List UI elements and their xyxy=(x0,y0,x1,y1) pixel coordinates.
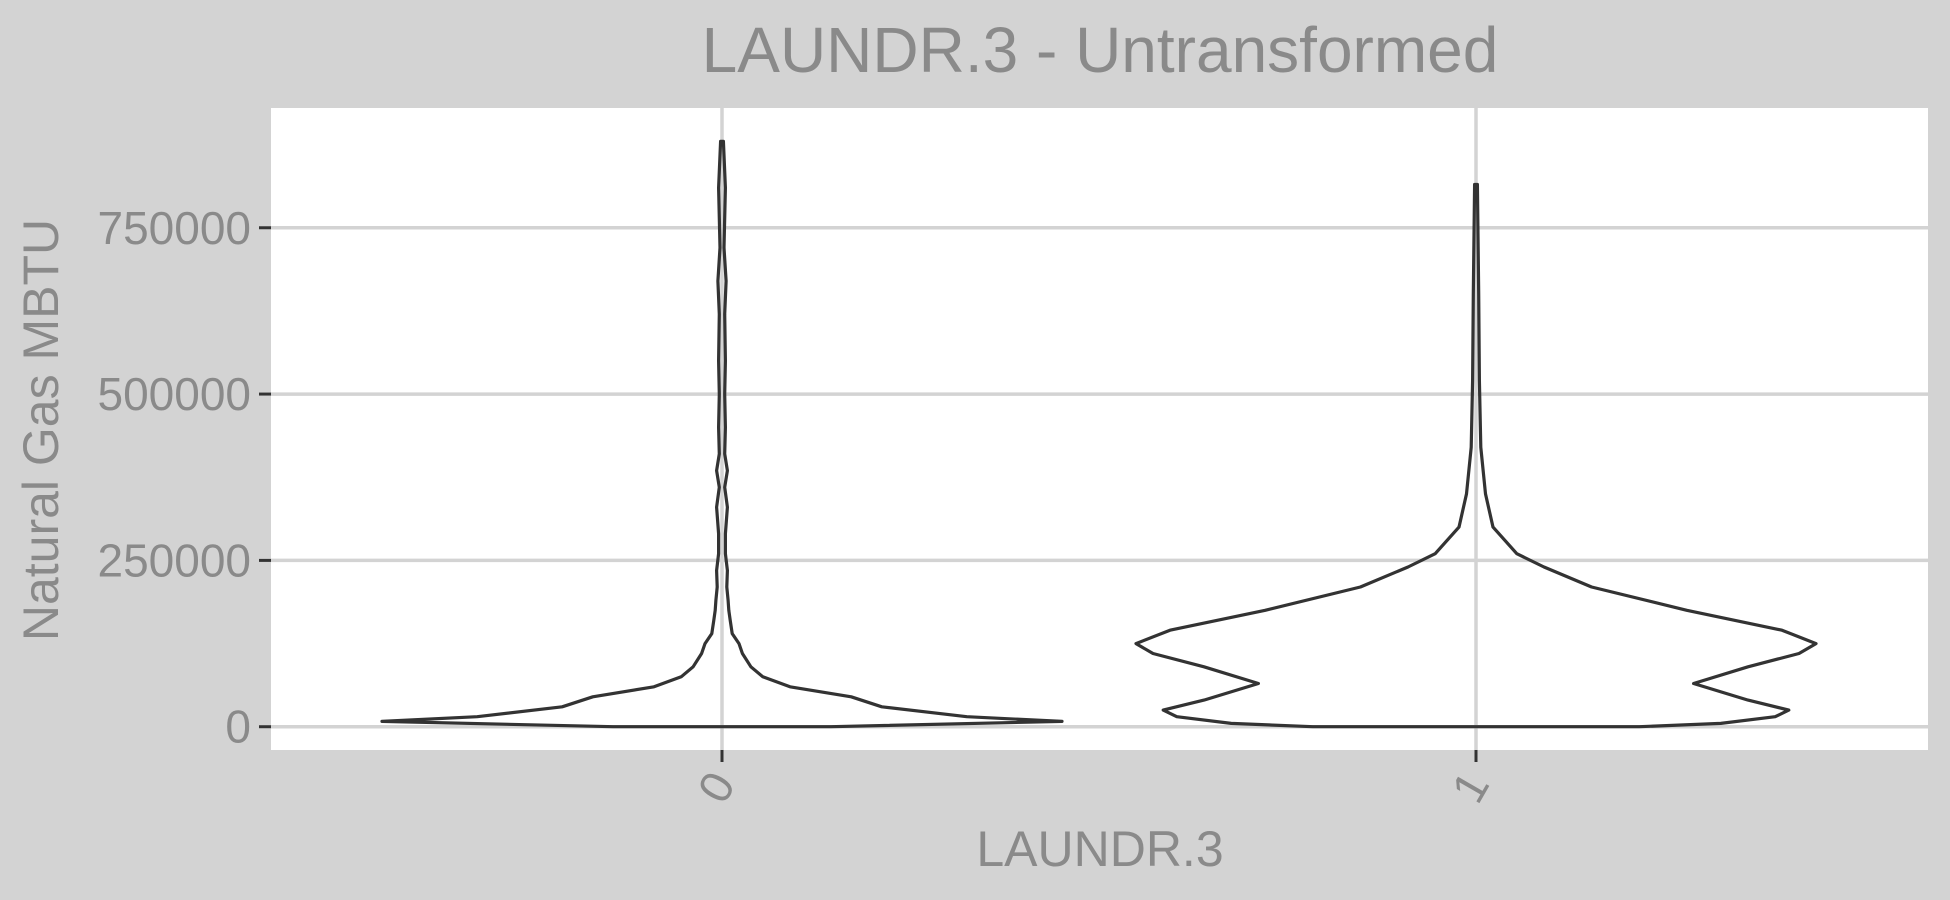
violin-0 xyxy=(380,139,1064,729)
violin-1 xyxy=(1134,182,1818,729)
chart-title: LAUNDR.3 - Untransformed xyxy=(702,14,1499,86)
x-tick-label: 1 xyxy=(1441,763,1499,811)
y-tick-label: 500000 xyxy=(98,368,252,420)
y-tick-label: 250000 xyxy=(98,534,252,586)
y-axis-title: Natural Gas MBTU xyxy=(13,219,69,641)
violins xyxy=(380,139,1818,729)
plot-panel xyxy=(271,108,1928,750)
x-tick-label: 0 xyxy=(687,763,745,811)
x-axis-title: LAUNDR.3 xyxy=(976,821,1223,877)
y-tick-label: 0 xyxy=(225,701,251,753)
y-tick-label: 750000 xyxy=(98,202,252,254)
x-gridlines xyxy=(720,108,1478,750)
y-axis: 0 250000 500000 750000 xyxy=(98,202,271,753)
